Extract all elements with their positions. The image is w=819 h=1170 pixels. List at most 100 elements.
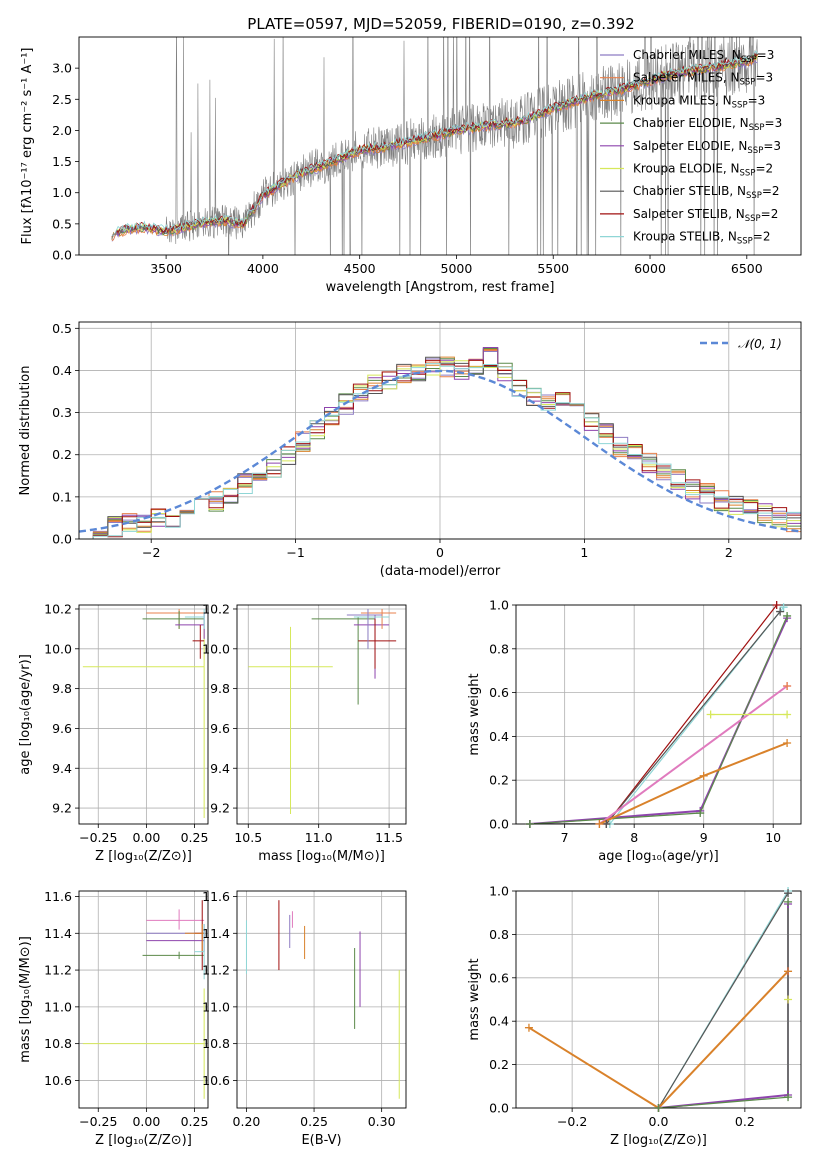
- mass-weight-marker-kroupa_miles: [783, 738, 792, 747]
- legend-label-kroupa_miles: Kroupa MILES, NSSP=3: [633, 93, 765, 110]
- panel-residuals: −2 −1 0 1 2 0.0 0.1 0.2 0.3 0.4 0.5 (data-model)/er…: [18, 321, 802, 579]
- mass-weight-marker-chabrier_elodie: [783, 611, 792, 620]
- tick-label-y: 11.4: [202, 926, 230, 941]
- legend-label-sub: SSP: [741, 55, 757, 65]
- x-axis-label: age [log₁₀(age/yr)]: [598, 849, 719, 864]
- mass-weight-marker-kroupa_elodie: [706, 710, 715, 719]
- panel-mass_weight_vs_age: 7 8 9 10 0.0 0.2 0.4 0.6 0.8 1.0 age [log₁₀(age/yr…: [467, 598, 802, 864]
- tick-label-y: 9.8: [52, 681, 72, 696]
- mass-weight-line-kroupa_stelib: [529, 606, 785, 824]
- tick-label-x: 0.2: [735, 1114, 755, 1129]
- axes-frame: [78, 36, 802, 256]
- plot-area: [79, 347, 801, 539]
- legend-label-sub: SSP: [749, 123, 765, 133]
- tick-label-x: 0.25: [181, 830, 209, 845]
- x-axis-label: Z [log₁₀(Z/Z⊙)]: [95, 849, 192, 864]
- mass-weight-marker-kroupa_miles: [595, 820, 604, 828]
- tick-label-x: 3500: [150, 261, 182, 276]
- legend-label-sub: SSP: [732, 100, 748, 110]
- tick-label-x: 0.30: [368, 1114, 396, 1129]
- tick-label-y: 10.6: [44, 1073, 72, 1088]
- legend-label-chabrier_miles: Chabrier MILES, NSSP=3: [633, 48, 774, 65]
- y-axis-label: mass weight: [467, 673, 482, 755]
- tick-label-x: 11.0: [305, 830, 333, 845]
- tick-label-y: 11.6: [202, 889, 230, 904]
- legend-label-suffix: =3: [755, 71, 773, 85]
- legend-label-suffix: =2: [755, 162, 773, 176]
- x-axis-label: (data-model)/error: [380, 564, 501, 579]
- legend-label-suffix: =3: [763, 139, 781, 153]
- axes-frame: [78, 604, 209, 825]
- tick-label-y: 9.4: [210, 761, 230, 776]
- tick-label-y: 0.8: [489, 927, 509, 942]
- legend-label-chabrier_elodie: Chabrier ELODIE, NSSP=3: [633, 116, 782, 133]
- panel-mass_vs_z: −0.25 0.00 0.25 10.6 10.8 11.0 11.2 11.4 11.6 Z […: [18, 889, 209, 1148]
- mass-weight-marker-chabrier_elodie: [654, 1104, 663, 1112]
- tick-label-x: 7: [561, 830, 569, 845]
- tick-label-y: 10.6: [202, 1073, 230, 1088]
- tick-label-y: 11.2: [202, 963, 230, 978]
- tick-label-y: 0.6: [489, 685, 509, 700]
- tick-label-y: 0.2: [489, 773, 509, 788]
- y-axis-label: mass [log₁₀(M/M⊙)]: [18, 936, 33, 1063]
- tick-label-y: 0.0: [52, 248, 72, 263]
- axes-frame: [515, 604, 802, 825]
- x-axis-label: Z [log₁₀(Z/Z⊙)]: [610, 1133, 707, 1148]
- legend-label-suffix: =2: [761, 207, 779, 221]
- legend-label-salpeter_miles: Salpeter MILES, NSSP=3: [633, 71, 773, 88]
- tick-label-y: 0.0: [489, 817, 509, 832]
- axes-frame: [236, 890, 407, 1109]
- spectrum-data-line: [111, 37, 759, 255]
- tick-label-x: 0.20: [233, 1114, 261, 1129]
- tick-label-y: 0.1: [52, 489, 72, 504]
- tick-label-x: 8: [630, 830, 638, 845]
- tick-label-y: 0.0: [52, 532, 72, 547]
- tick-label-x: 2: [725, 545, 733, 560]
- mass-weight-marker-salpeter_stelib: [772, 601, 781, 609]
- plot-area: [111, 37, 759, 255]
- mass-weight-marker-kroupa_stelib: [779, 603, 788, 612]
- plot-area: [529, 605, 789, 824]
- tick-label-x: 0: [436, 545, 444, 560]
- plot-area: [82, 608, 205, 819]
- plot-area: [248, 608, 397, 815]
- x-axis-label: mass [log₁₀(M/M⊙)]: [258, 849, 385, 864]
- tick-label-y: 2.0: [52, 123, 72, 138]
- tick-label-x: 0.25: [181, 1114, 209, 1129]
- mass-weight-line-salpeter_stelib: [529, 605, 778, 824]
- model-line-kroupa_elodie: [111, 53, 758, 239]
- legend-label-sub: SSP: [737, 237, 753, 247]
- tick-label-y: 11.0: [44, 999, 72, 1014]
- tick-label-y: 11.6: [44, 889, 72, 904]
- mass-weight-marker-kroupa_miles: [524, 1023, 533, 1032]
- tick-label-y: 10.8: [44, 1036, 72, 1051]
- tick-label-y: 0.4: [489, 729, 509, 744]
- legend-label-sub: SSP: [746, 191, 762, 201]
- model-line-kroupa_stelib: [111, 50, 758, 237]
- tick-label-y: 0.5: [52, 216, 72, 231]
- tick-label-y: 0.2: [489, 1057, 509, 1072]
- x-axis-label: wavelength [Angstrom, rest frame]: [326, 280, 555, 295]
- tick-label-y: 0.8: [489, 641, 509, 656]
- legend-label-sub: SSP: [740, 169, 756, 179]
- tick-label-x: 1: [580, 545, 588, 560]
- tick-label-x: −0.2: [557, 1114, 587, 1129]
- legend-label-sub: SSP: [745, 214, 761, 224]
- plot-area: [245, 900, 400, 1099]
- plot-area: [82, 900, 205, 1099]
- panel-mass_weight_vs_z: −0.2 0.0 0.2 0.0 0.2 0.4 0.6 0.8 1.0 Z [log₁₀(Z/Z…: [467, 884, 802, 1148]
- mass-weight-marker-salpeter_miles: [783, 682, 792, 691]
- axes-frame: [78, 321, 802, 540]
- tick-label-y: 0.4: [489, 1014, 509, 1029]
- y-axis-label: Flux [fλ10⁻¹⁷ erg cm⁻² s⁻¹ A⁻¹]: [20, 48, 35, 245]
- tick-label-y: 0.0: [489, 1101, 509, 1116]
- model-line-salpeter_stelib: [111, 52, 758, 238]
- legend-label-kroupa_stelib: Kroupa STELIB, NSSP=2: [633, 230, 771, 247]
- tick-label-y: 0.6: [489, 970, 509, 985]
- axes-frame: [236, 604, 407, 825]
- y-axis-label: Normed distribution: [18, 366, 33, 496]
- mass-weight-marker-chabrier_stelib: [784, 889, 793, 898]
- mass-weight-line-mass_weight_pink: [598, 685, 788, 824]
- legend-label-chabrier_stelib: Chabrier STELIB, NSSP=2: [633, 184, 780, 201]
